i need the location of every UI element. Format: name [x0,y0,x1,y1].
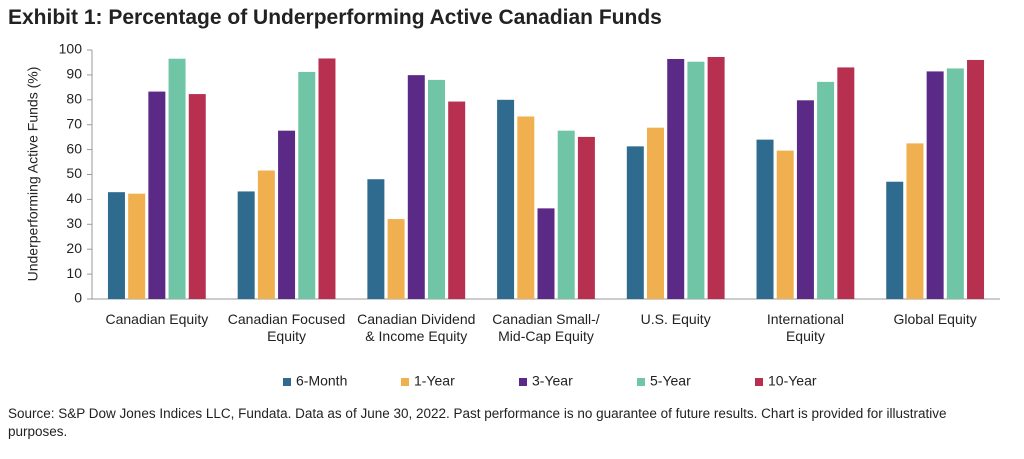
bar [168,58,186,300]
y-tick-label: 100 [59,41,83,57]
legend-swatch [755,378,763,386]
y-tick-label: 10 [66,265,82,281]
y-tick-label: 20 [66,240,82,256]
x-tick-label: Canadian Dividend & Income Equity [357,311,476,344]
legend-label: 1-Year [414,373,455,389]
legend-label: 5-Year [650,373,691,389]
bar [557,130,575,299]
bar [776,150,794,299]
bar [448,101,466,299]
bar [707,56,725,299]
bar [278,130,296,299]
bar [128,193,146,299]
legend-swatch [637,378,645,386]
bar [796,100,814,299]
bar [387,219,405,299]
footnote: Source: S&P Dow Jones Indices LLC, Funda… [8,406,947,439]
x-tick-label: Canadian Equity [105,311,209,327]
bar [517,116,535,299]
bar [188,94,206,299]
x-tick-label: U.S. Equity [640,311,711,327]
y-tick-label: 50 [66,165,82,181]
bar [427,79,445,299]
legend-label: 10-Year [768,373,817,389]
legend-label: 6-Month [296,373,347,389]
bar [626,146,644,299]
bar [148,91,166,299]
bar [667,58,685,299]
x-tick-label: Canadian Focused Equity [227,311,346,344]
bar [537,208,555,299]
chart-title: Exhibit 1: Percentage of Underperforming… [8,6,662,29]
y-tick-label: 90 [66,66,82,82]
bar [817,81,835,299]
y-axis-title: Underperforming Active Funds (%) [25,67,41,282]
bar [237,191,255,299]
legend-swatch [401,378,409,386]
bar [906,143,924,299]
x-tick-label: Global Equity [893,311,977,327]
bar [407,75,425,299]
bar [756,139,774,299]
bar [577,136,595,299]
legend-label: 3-Year [532,373,573,389]
y-tick-label: 40 [66,190,82,206]
legend-swatch [283,378,291,386]
y-tick-label: 60 [66,140,82,156]
bar [967,59,985,300]
bar [497,99,515,299]
bar [886,181,904,299]
y-tick-label: 70 [66,115,82,131]
x-tick-label: Canadian Small-/ Mid-Cap Equity [492,311,600,344]
bar [298,71,316,299]
bar [647,127,665,299]
y-tick-label: 30 [66,215,82,231]
bar [367,179,385,299]
bar [837,67,855,300]
y-tick-label: 0 [74,290,82,306]
bar [926,71,944,299]
bar [318,58,336,299]
x-tick-label: International Equity [766,311,844,344]
bar [107,192,125,299]
bar [946,68,964,300]
y-tick-label: 80 [66,91,82,107]
bar [687,61,705,299]
bar [257,170,275,299]
legend-swatch [519,378,527,386]
